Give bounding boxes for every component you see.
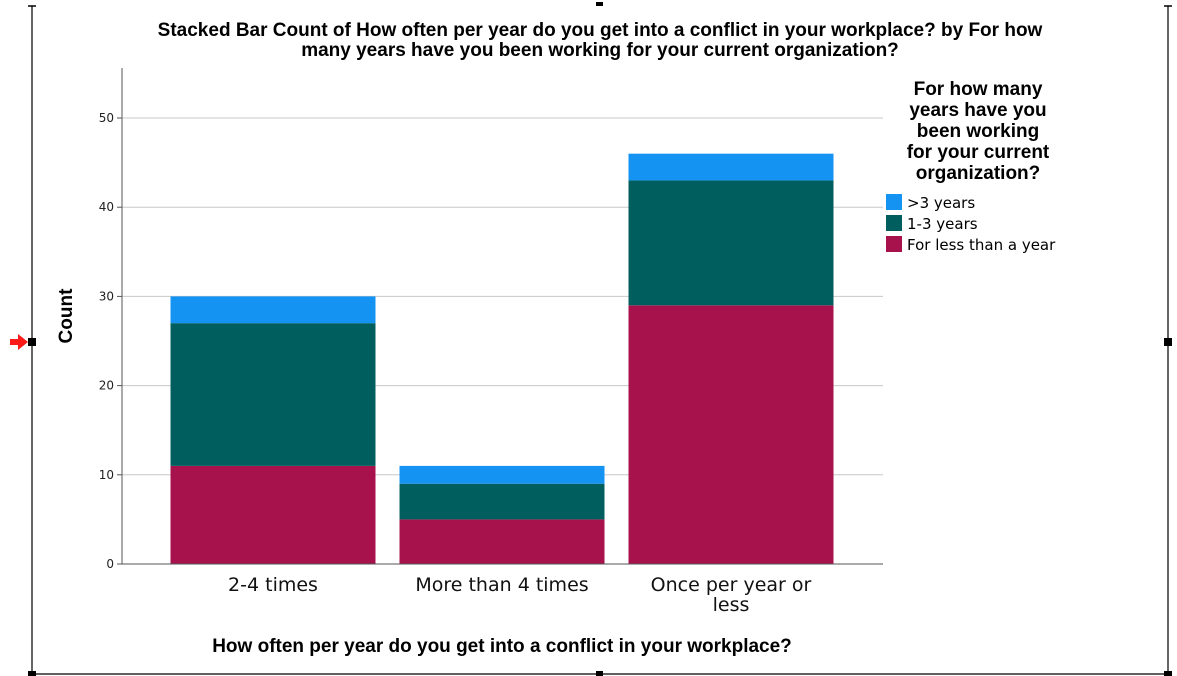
y-tick-label: 50 [99,111,114,125]
legend-title-line: For how many [914,79,1043,100]
x-tick-label: Once per year or [651,574,812,596]
bar-segment [628,153,834,181]
x-tick-label: 2-4 times [228,574,318,596]
legend-title-line: been working [917,121,1039,142]
x-tick-label: less [713,594,750,616]
y-tick-label: 30 [99,289,114,303]
resize-handle-bottom[interactable] [596,671,603,676]
legend-label-less-than-a-year: For less than a year [907,236,1056,254]
legend-title-line: for your current [907,142,1050,163]
resize-handle-bottom-right[interactable] [1164,671,1172,676]
legend-swatch-1-3-years [886,215,902,231]
resize-handle-right[interactable] [1164,338,1172,346]
bars [170,153,834,564]
legend-swatch-less-than-a-year [886,236,902,252]
x-tick-label: More than 4 times [415,574,588,596]
bar-segment [170,296,376,324]
legend-label-1-3-years: 1-3 years [907,215,978,233]
y-tick-label: 40 [99,200,114,214]
y-ticks: 0 10 20 30 40 50 [99,111,122,571]
legend-label-over-3-years: >3 years [907,194,975,212]
bar-segment [399,519,605,564]
bar-segment [399,465,605,484]
bar-segment [399,483,605,520]
bar-segment [628,180,834,306]
resize-handle-bottom-left[interactable] [28,671,36,676]
legend-title-line: years have you [909,100,1046,121]
y-tick-label: 20 [99,379,114,393]
legend: For how many years have you been working… [886,79,1056,254]
resize-handle-top[interactable] [596,2,603,6]
chart-title-line-2: many years have you been working for you… [301,40,899,61]
y-tick-label: 10 [99,468,114,482]
bar-segment [170,323,376,466]
selection-frame [28,2,1172,676]
y-axis-title: Count [56,288,77,344]
chart-title-line-1: Stacked Bar Count of How often per year … [158,20,1043,41]
red-arrow-icon [10,334,28,350]
bar-segment [628,305,834,564]
legend-swatch-over-3-years [886,194,902,210]
bar-segment [170,465,376,564]
legend-title-line: organization? [916,163,1041,184]
x-axis-title: How often per year do you get into a con… [212,636,792,657]
x-ticks: 2-4 times More than 4 times Once per year … [228,574,811,616]
resize-handle-left[interactable] [28,338,36,346]
y-tick-label: 0 [106,557,114,571]
